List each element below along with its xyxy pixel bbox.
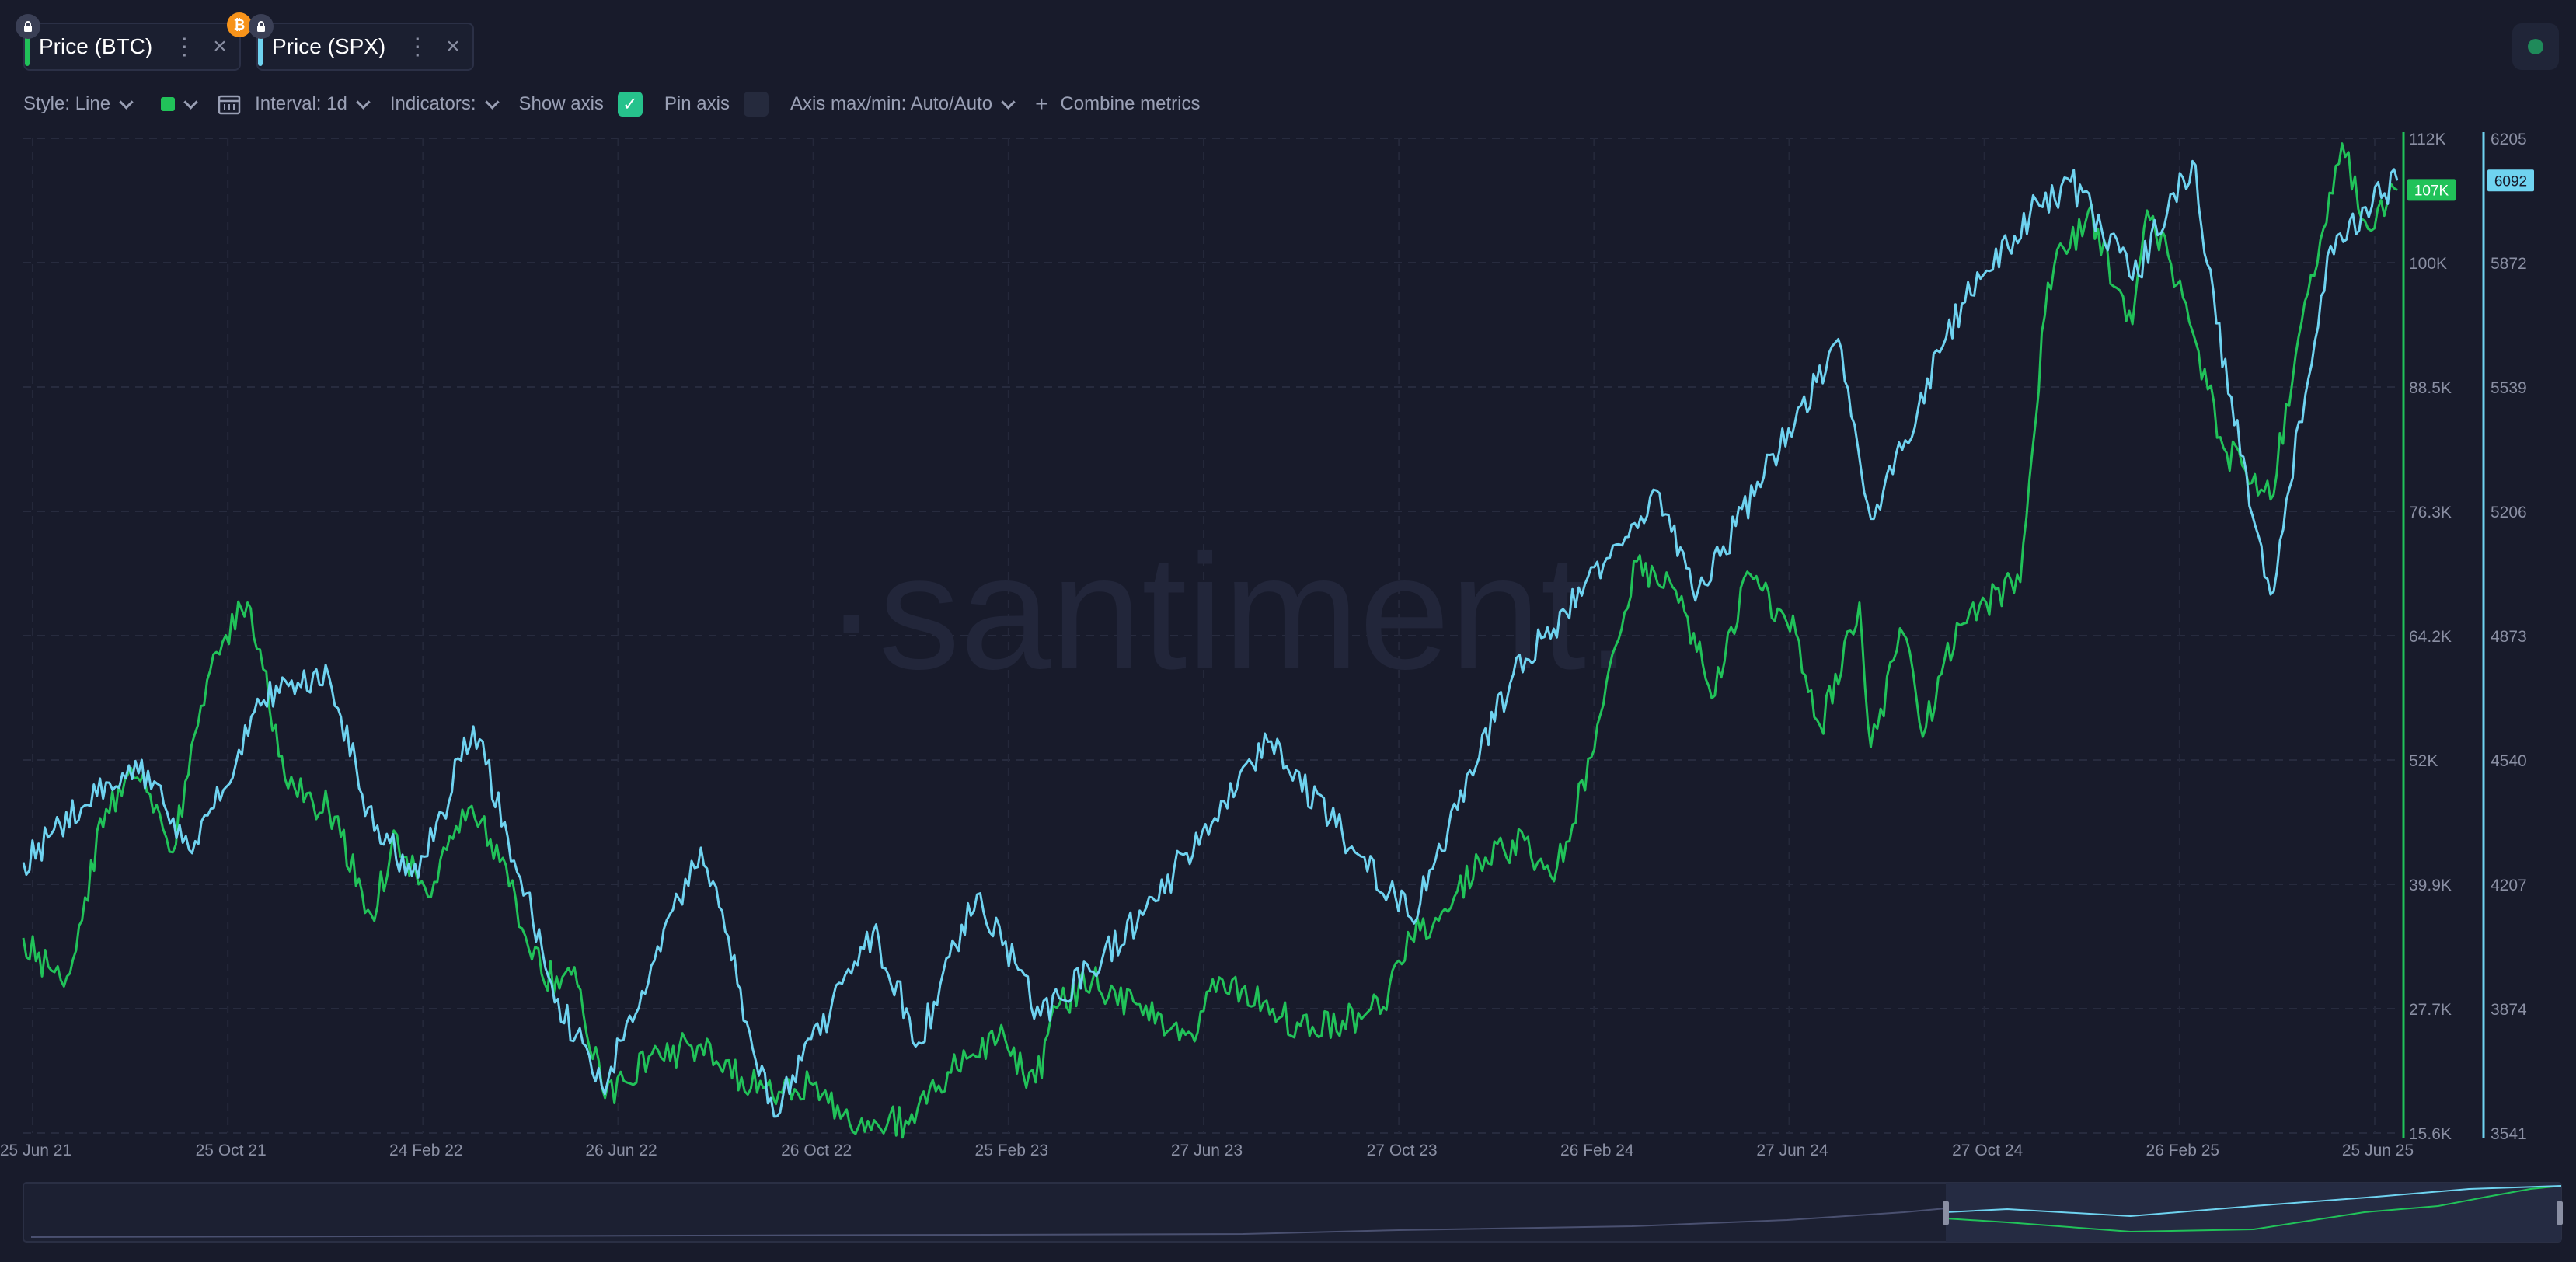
tab-price-spx[interactable]: Price (SPX) ⋮ × — [256, 23, 474, 71]
x-tick-label: 26 Feb 25 — [2146, 1142, 2220, 1159]
y-left-tick-label: 112K — [2409, 131, 2446, 148]
current-value-badge-spx — [2487, 169, 2534, 192]
santiment-watermark: ·santiment. — [824, 521, 1632, 703]
x-tick-label: 27 Oct 23 — [1367, 1142, 1438, 1159]
y-right-tick-label: 3874 — [2491, 1001, 2527, 1019]
navigator-selection — [1946, 1183, 2561, 1242]
show-axis-label: Show axis — [518, 93, 604, 114]
current-value-label-btc: 107K — [2414, 183, 2449, 199]
series-color-bar — [25, 27, 30, 66]
indicators-dropdown[interactable]: Indicators: — [389, 93, 500, 115]
timeline-navigator — [23, 1182, 2563, 1243]
x-tick-label: 27 Jun 24 — [1756, 1142, 1828, 1159]
style-label: Style: Line — [23, 93, 111, 114]
status-dot-icon — [2528, 39, 2543, 54]
indicators-label: Indicators: — [389, 93, 476, 114]
tab-label: Price (BTC) — [39, 34, 153, 58]
y-left-tick-label: 76.3K — [2409, 504, 2452, 521]
x-tick-label: 25 Jun 25 — [2342, 1142, 2414, 1159]
interval-dropdown[interactable]: Interval: 1d — [218, 93, 371, 115]
close-icon[interactable]: × — [446, 33, 460, 59]
y-left-tick-label: 100K — [2409, 255, 2447, 273]
combine-label: Combine metrics — [1060, 93, 1201, 114]
x-tick-label: 26 Feb 24 — [1560, 1142, 1634, 1159]
navigator-right-handle[interactable] — [2557, 1201, 2563, 1225]
checkbox-checked-icon[interactable]: ✓ — [617, 92, 643, 117]
style-dropdown[interactable]: Style: Line — [23, 93, 134, 115]
y-right-tick-label: 3541 — [2491, 1125, 2527, 1143]
pin-axis-toggle[interactable]: Pin axis — [664, 92, 769, 117]
chart-grid — [23, 138, 2397, 1134]
chart-series — [22, 142, 2399, 1139]
y-left-tick-label: 27.7K — [2409, 1001, 2452, 1019]
x-tick-label: 26 Jun 22 — [585, 1142, 657, 1159]
y-left-tick-label: 15.6K — [2409, 1125, 2452, 1143]
tab-price-btc[interactable]: Price (BTC) ⋮ × — [23, 23, 241, 71]
pin-axis-label: Pin axis — [664, 93, 730, 114]
more-options-icon[interactable]: ⋮ — [173, 33, 197, 60]
y-right-tick-label: 6205 — [2491, 131, 2527, 148]
x-tick-label: 24 Feb 22 — [389, 1142, 463, 1159]
series-line-btc — [22, 142, 2398, 1139]
y-left-tick-label: 52K — [2409, 752, 2438, 770]
bitcoin-symbol: ₿ — [233, 16, 246, 33]
y-right-tick-label: 5206 — [2491, 504, 2527, 521]
x-tick-label: 26 Oct 22 — [781, 1142, 852, 1159]
current-value-badge-btc — [2407, 179, 2456, 201]
y-left-tick-label: 88.5K — [2409, 379, 2452, 397]
close-icon[interactable]: × — [213, 33, 227, 59]
x-tick-label: 25 Feb 23 — [975, 1142, 1049, 1159]
navigator-history-line — [30, 1208, 1947, 1238]
y-right-tick-label: 4873 — [2491, 628, 2527, 646]
interval-label: Interval: 1d — [255, 93, 347, 114]
checkbox-empty-icon[interactable] — [743, 92, 769, 117]
more-options-icon[interactable]: ⋮ — [406, 33, 430, 60]
navigator-left-handle[interactable] — [1943, 1201, 1949, 1225]
chart-toolbar: Style: Line Interval: 1d Indicators: Sho… — [23, 87, 1222, 121]
plus-icon: + — [1035, 92, 1048, 116]
navigator-line-btc — [1945, 1185, 2562, 1233]
navigator-line-spx — [1945, 1185, 2562, 1218]
y-left-tick-label: 64.2K — [2409, 628, 2452, 646]
bitcoin-icon: ₿ — [227, 12, 252, 37]
y-right-tick-label: 5872 — [2491, 255, 2527, 273]
x-tick-label: 27 Jun 23 — [1171, 1142, 1243, 1159]
lock-icon — [16, 14, 40, 39]
y-right-tick-label: 4540 — [2491, 752, 2527, 770]
current-value-label-spx: 6092 — [2494, 173, 2527, 190]
x-tick-label: 27 Oct 24 — [1952, 1142, 2023, 1159]
y-left-tick-label: 39.9K — [2409, 877, 2452, 894]
color-dropdown[interactable] — [161, 94, 198, 111]
tab-label: Price (SPX) — [272, 34, 386, 58]
y-right-tick-label: 4207 — [2491, 877, 2527, 894]
color-swatch — [161, 97, 176, 111]
axis-maxmin-label: Axis max/min: Auto/Auto — [790, 93, 993, 114]
series-color-bar — [258, 27, 263, 66]
calendar-icon — [218, 95, 241, 115]
series-line-spx — [22, 159, 2399, 1118]
axis-maxmin-dropdown[interactable]: Axis max/min: Auto/Auto — [790, 93, 1016, 115]
y-right-tick-label: 5539 — [2491, 379, 2527, 397]
show-axis-toggle[interactable]: Show axis ✓ — [519, 92, 643, 117]
x-tick-label: 25 Jun 21 — [0, 1142, 71, 1159]
chart-axes: 112K 6205 100K 5872 88.5K 5539 76.3K 5206 64.2K 4… — [0, 131, 2534, 1159]
x-tick-label: 25 Oct 21 — [196, 1142, 267, 1159]
combine-metrics-button[interactable]: + Combine metrics — [1035, 92, 1200, 117]
lock-icon — [249, 14, 274, 39]
status-indicator-button[interactable] — [2512, 23, 2559, 70]
